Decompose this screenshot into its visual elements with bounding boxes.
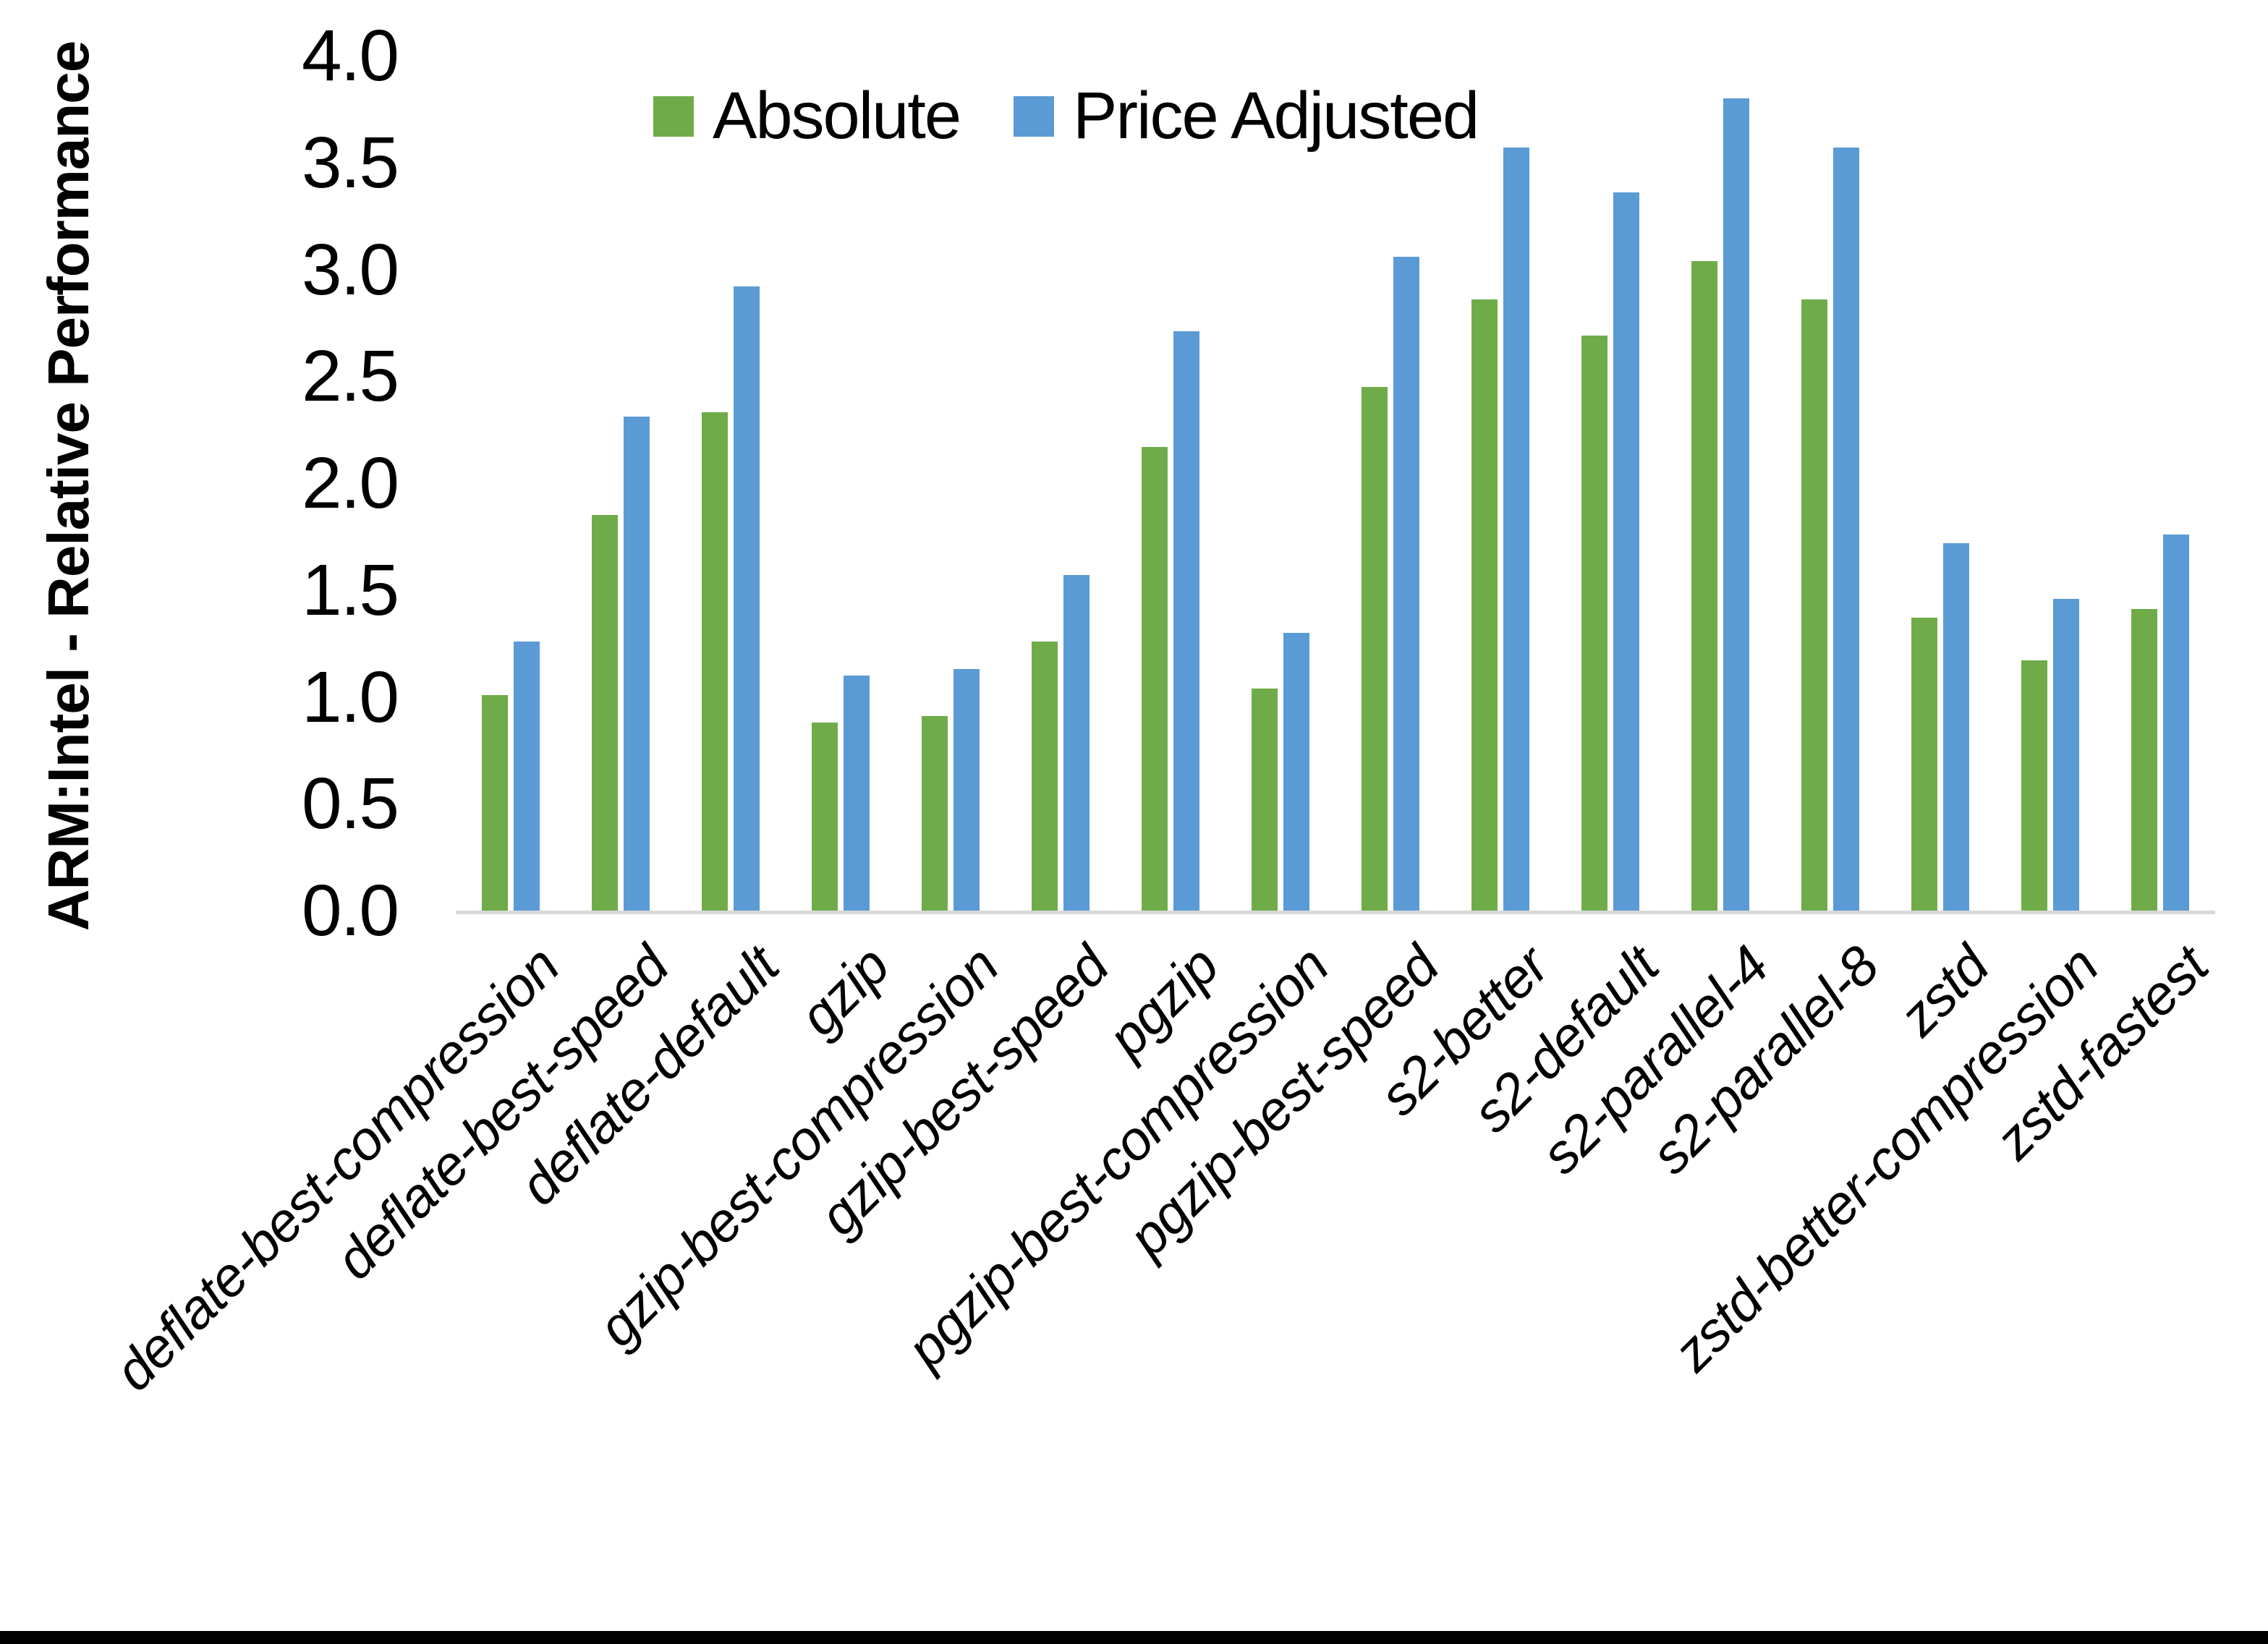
bar-price-adjusted bbox=[1063, 575, 1090, 911]
bar-absolute bbox=[1362, 387, 1388, 911]
bar-absolute bbox=[2131, 609, 2157, 911]
bar-price-adjusted bbox=[2163, 534, 2189, 911]
bar-absolute bbox=[1252, 689, 1278, 911]
y-axis-title: ARM:Intel - Relative Performance bbox=[36, 41, 101, 932]
absolute-series-swatch bbox=[653, 95, 694, 137]
y-tick-label: 1.0 bbox=[301, 656, 399, 738]
y-tick-label: 3.0 bbox=[301, 229, 399, 310]
bar-absolute bbox=[812, 723, 838, 911]
bar-price-adjusted bbox=[844, 676, 870, 911]
bar-price-adjusted bbox=[1283, 633, 1309, 911]
legend-item-absolute: Absolute bbox=[653, 78, 961, 154]
bar-price-adjusted bbox=[624, 417, 650, 911]
legend: Absolute Price Adjusted bbox=[653, 78, 1479, 154]
bar-absolute bbox=[1142, 447, 1168, 911]
bar-price-adjusted bbox=[1723, 98, 1749, 911]
bar-absolute bbox=[2021, 660, 2047, 911]
y-tick-label: 2.0 bbox=[301, 443, 399, 524]
bar-price-adjusted bbox=[1613, 192, 1639, 911]
bar-price-adjusted bbox=[1173, 331, 1199, 911]
bar-absolute bbox=[1581, 336, 1607, 911]
bar-absolute bbox=[702, 412, 728, 911]
y-tick-label: 0.0 bbox=[301, 870, 399, 951]
bar-absolute bbox=[1471, 299, 1498, 911]
bar-absolute bbox=[1911, 618, 1937, 911]
legend-item-price-adjusted: Price Adjusted bbox=[1014, 78, 1479, 154]
y-tick-label: 0.5 bbox=[301, 763, 399, 845]
bar-price-adjusted bbox=[734, 286, 760, 911]
y-tick-label: 2.5 bbox=[301, 336, 399, 417]
bar-absolute bbox=[1801, 299, 1827, 911]
bar-price-adjusted bbox=[1943, 543, 1969, 911]
bar-price-adjusted bbox=[1833, 148, 1859, 911]
bar-absolute bbox=[482, 695, 508, 911]
plot-area bbox=[456, 56, 2215, 911]
bar-absolute bbox=[1691, 261, 1717, 911]
x-category-label: deflate-best-compression bbox=[103, 934, 571, 1403]
bar-absolute bbox=[922, 716, 948, 911]
bar-absolute bbox=[1032, 642, 1058, 911]
y-tick-label: 1.5 bbox=[301, 549, 399, 631]
bar-absolute bbox=[592, 515, 618, 911]
bar-price-adjusted bbox=[2053, 599, 2079, 911]
price-adjusted-series-swatch bbox=[1014, 95, 1055, 137]
bar-price-adjusted bbox=[954, 669, 980, 911]
bottom-border bbox=[0, 1631, 2268, 1644]
x-axis-line bbox=[456, 911, 2215, 914]
y-tick-label: 3.5 bbox=[301, 122, 399, 203]
y-tick-label: 4.0 bbox=[301, 15, 399, 96]
bar-price-adjusted bbox=[1393, 257, 1419, 911]
bar-price-adjusted bbox=[1503, 148, 1529, 911]
bar-price-adjusted bbox=[514, 642, 540, 911]
legend-label-absolute: Absolute bbox=[713, 79, 961, 153]
legend-label-price-adjusted: Price Adjusted bbox=[1073, 79, 1479, 153]
